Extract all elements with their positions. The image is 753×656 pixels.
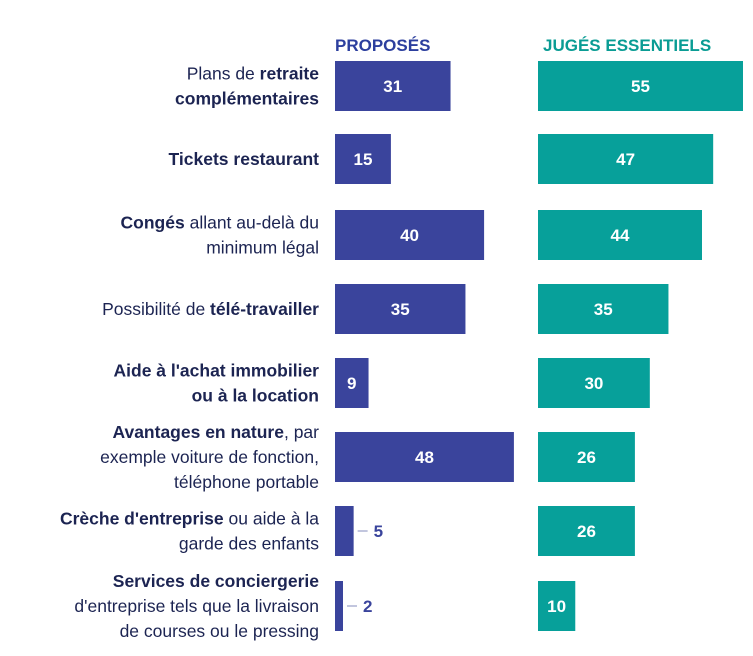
bar-essentiels [538, 134, 714, 184]
value-label: 55 [631, 77, 650, 96]
category-label: Plans de retraite complémentaires [175, 64, 319, 109]
header-proposes: PROPOSÉS [335, 36, 430, 55]
category-label-segment: Congés [121, 213, 185, 233]
category-label-segment: d'entreprise tels que la livraison [74, 596, 319, 616]
value-label: 26 [577, 522, 596, 541]
value-label: 26 [577, 448, 596, 467]
bar-proposes [335, 210, 485, 260]
category-label-segment: garde des enfants [179, 534, 319, 554]
value-label: 35 [391, 300, 410, 319]
bar-proposes [335, 581, 343, 631]
bar-essentiels [538, 61, 743, 111]
category-label-segment: complémentaires [175, 89, 319, 109]
category-label-segment: , par [284, 422, 319, 442]
bar-essentiels [538, 284, 669, 334]
category-label: Possibilité de télé-travailler [102, 299, 319, 319]
value-label: 2 [363, 597, 372, 616]
category-label-segment: téléphone portable [174, 472, 319, 492]
category-label-segment: ou aide à la [224, 509, 320, 529]
category-label: Aide à l'achat immobilier ou à la locatio… [114, 361, 320, 406]
category-label: Tickets restaurant [169, 149, 320, 169]
bar-proposes [335, 358, 369, 408]
value-label: 48 [415, 448, 434, 467]
bar-essentiels [538, 581, 576, 631]
category-label-segment: minimum légal [206, 238, 319, 258]
bar-essentiels [538, 506, 635, 556]
header-essentiels: JUGÉS ESSENTIELS [543, 36, 711, 55]
bar-proposes [335, 134, 391, 184]
value-label: 35 [594, 300, 613, 319]
category-label: Congés allant au-delà du minimum légal [121, 213, 319, 258]
bar-essentiels [538, 358, 650, 408]
value-label: 47 [616, 150, 635, 169]
category-label-segment: télé-travailler [210, 299, 319, 319]
category-label-segment: Aide à l'achat immobilier [114, 361, 320, 381]
value-label: 30 [584, 374, 603, 393]
category-label-segment: retraite [260, 64, 320, 84]
bar-essentiels [538, 432, 635, 482]
bar-essentiels [538, 210, 702, 260]
category-label-segment: Tickets restaurant [169, 149, 320, 169]
category-label: Crèche d'entreprise ou aide à la garde de… [60, 509, 319, 554]
value-label: 40 [400, 226, 419, 245]
category-label: Avantages en nature, par exemple voiture … [100, 422, 319, 492]
category-label-segment: Avantages en nature [112, 422, 284, 442]
category-label-segment: allant au-delà du [185, 213, 319, 233]
value-label: 10 [547, 597, 566, 616]
value-label: 31 [383, 77, 402, 96]
value-label: 44 [611, 226, 630, 245]
category-label: Services de conciergerie d'entreprise tel… [74, 571, 319, 641]
bar-proposes [335, 506, 354, 556]
category-label-segment: Services de conciergerie [113, 571, 319, 591]
value-label: 15 [353, 150, 372, 169]
value-label: 5 [374, 522, 383, 541]
bar-proposes [335, 61, 451, 111]
bar-proposes [335, 284, 466, 334]
category-label-segment: Possibilité de [102, 299, 210, 319]
value-label: 9 [347, 374, 356, 393]
bar-proposes [335, 432, 514, 482]
category-label-segment: de courses ou le pressing [120, 621, 319, 641]
category-label-segment: ou à la location [192, 386, 319, 406]
category-label-segment: Crèche d'entreprise [60, 509, 224, 529]
category-label-segment: exemple voiture de fonction, [100, 447, 319, 467]
category-label-segment: Plans de [187, 64, 260, 84]
